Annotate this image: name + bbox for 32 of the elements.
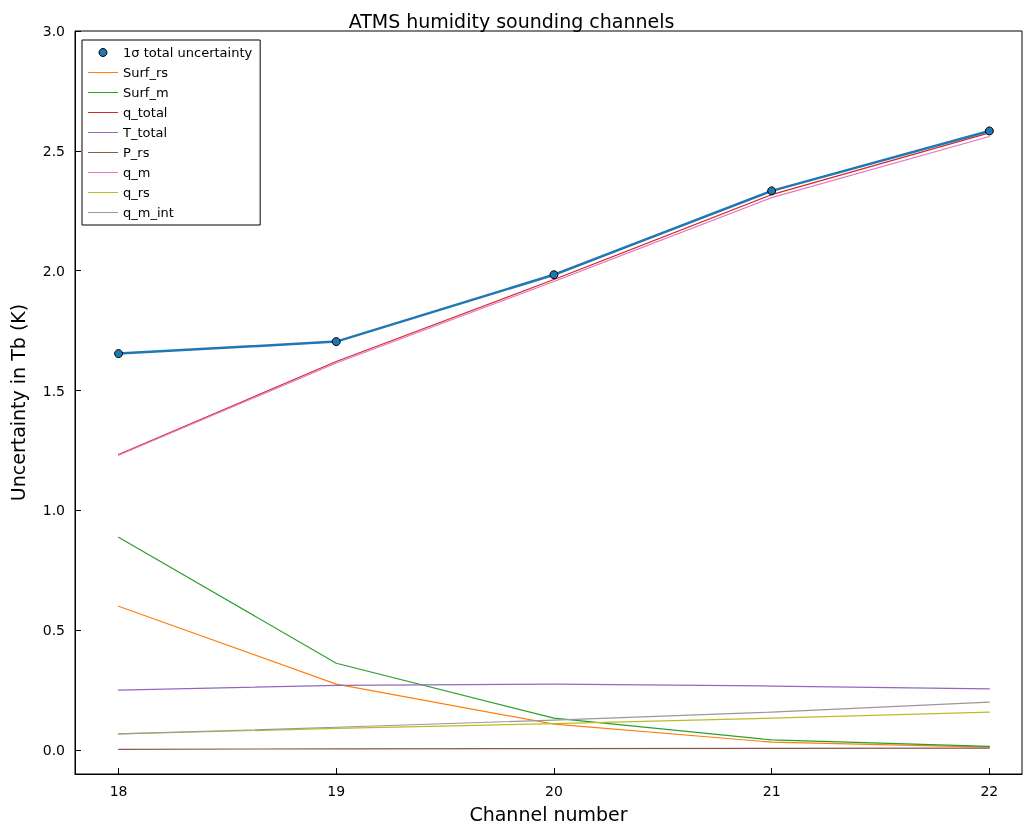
legend-label: q_total (123, 105, 168, 120)
point (767, 186, 777, 196)
y-tick-label: 3.0 (42, 23, 65, 39)
line-series (117, 536, 990, 748)
legend-label: P_rs (123, 145, 150, 160)
legend-label: Surf_m (123, 85, 169, 100)
legend-label: q_m_int (123, 205, 174, 220)
line-series (117, 605, 990, 748)
y-tick-label: 2.0 (42, 262, 65, 279)
x-tick-label: 21 (762, 783, 781, 799)
legend-label: Surf_rs (123, 65, 169, 80)
point (331, 337, 341, 347)
y-tick-label: 2.5 (42, 142, 65, 159)
legend-label: 1σ total uncertainty (123, 45, 253, 60)
point (549, 270, 559, 280)
y-tick-label: 1.0 (42, 502, 65, 519)
x-axis-title: Channel number (469, 802, 628, 825)
legend-label: T_total (122, 125, 168, 140)
point (984, 126, 994, 136)
y-tick-label: 1.5 (42, 382, 65, 399)
x-tick-label: 22 (980, 783, 999, 799)
legend-label: q_rs (123, 185, 151, 200)
chart-title: ATMS humidity sounding channels (348, 9, 675, 32)
y-axis-title: Uncertainty in Tb (K) (6, 303, 29, 502)
point (114, 349, 124, 359)
y-tick-label: 0.0 (42, 742, 65, 759)
x-tick-label: 20 (545, 783, 563, 799)
line-series (117, 701, 990, 735)
x-tick-label: 18 (109, 783, 128, 799)
x-tick-label: 19 (327, 783, 346, 799)
y-tick-label: 0.5 (42, 622, 65, 639)
legend-label: q_m (123, 165, 151, 180)
